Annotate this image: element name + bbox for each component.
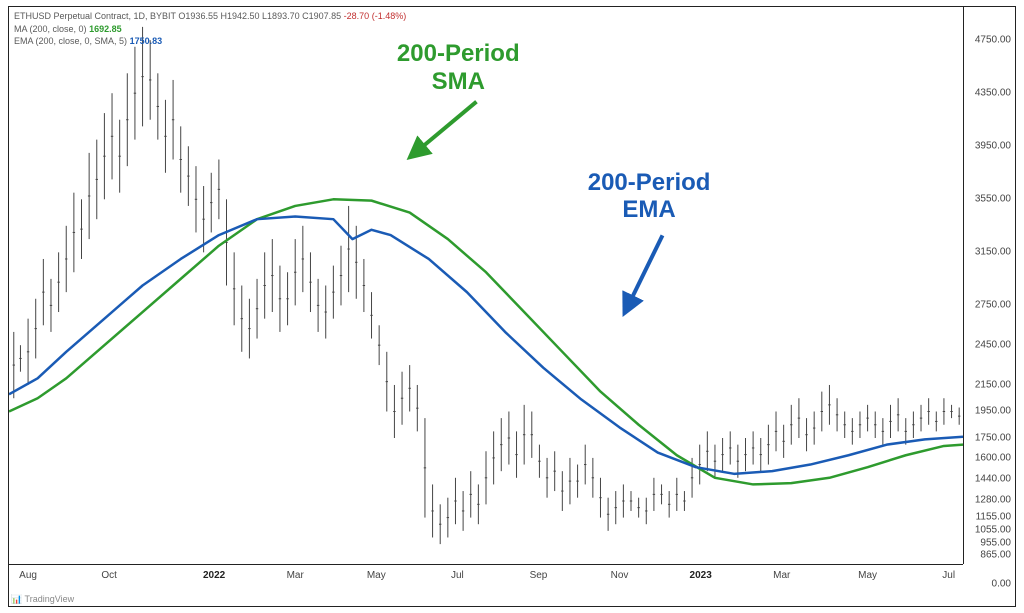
close-val: C1907.85 — [302, 11, 341, 21]
ohlc-line: ETHUSD Perpetual Contract, 1D, BYBIT O19… — [14, 10, 406, 23]
x-axis: Aug Oct 2022 Mar May Jul Sep Nov 2023 Mar May Jul — [9, 564, 963, 592]
change-pct: (-1.48%) — [372, 11, 407, 21]
open-val: O1936.55 — [178, 11, 218, 21]
y-axis: 0.00 4750.004350.003950.003550.003150.00… — [963, 7, 1015, 564]
y-tick: 1280.00 — [975, 495, 1011, 506]
chart-svg — [9, 7, 963, 564]
x-tick: 2023 — [690, 570, 712, 581]
y-tick: 3550.00 — [975, 194, 1011, 205]
x-tick: May — [858, 570, 877, 581]
y-zero-label: 0.00 — [992, 579, 1011, 590]
ticker-name: ETHUSD Perpetual Contract, 1D, BYBIT — [14, 11, 176, 21]
y-tick: 1750.00 — [975, 433, 1011, 444]
y-tick: 4750.00 — [975, 35, 1011, 46]
tradingview-footer: 📊 TradingView — [11, 594, 74, 605]
ma-label: MA (200, close, 0) — [14, 24, 87, 34]
y-tick: 1155.00 — [976, 511, 1011, 522]
low-val: L1893.70 — [262, 11, 300, 21]
y-tick: 865.00 — [980, 550, 1011, 561]
ema-line: EMA (200, close, 0, SMA, 5) 1750.83 — [14, 35, 406, 48]
y-tick: 1055.00 — [975, 525, 1011, 536]
y-tick: 1950.00 — [975, 406, 1011, 417]
ticker-header: ETHUSD Perpetual Contract, 1D, BYBIT O19… — [14, 10, 406, 48]
x-tick: Jul — [451, 570, 464, 581]
change-val: -28.70 — [344, 11, 370, 21]
ema-label: EMA (200, close, 0, SMA, 5) — [14, 36, 127, 46]
y-tick: 4350.00 — [975, 88, 1011, 99]
ma-line: MA (200, close, 0) 1692.85 — [14, 23, 406, 36]
y-tick: 3150.00 — [975, 247, 1011, 258]
x-tick: Mar — [287, 570, 304, 581]
chart-container: ETHUSD Perpetual Contract, 1D, BYBIT O19… — [8, 6, 1016, 607]
x-tick: Jul — [942, 570, 955, 581]
y-tick: 955.00 — [980, 538, 1011, 549]
y-tick: 2450.00 — [975, 340, 1011, 351]
ema-value: 1750.83 — [130, 36, 163, 46]
ma-value: 1692.85 — [89, 24, 122, 34]
high-val: H1942.50 — [220, 11, 259, 21]
x-tick: May — [367, 570, 386, 581]
y-tick: 3950.00 — [975, 141, 1011, 152]
x-tick: Oct — [101, 570, 117, 581]
x-tick: Mar — [773, 570, 790, 581]
y-tick: 2750.00 — [975, 300, 1011, 311]
plot-area[interactable] — [9, 7, 963, 564]
y-tick: 1440.00 — [975, 474, 1011, 485]
x-tick: Aug — [19, 570, 37, 581]
x-tick: Sep — [530, 570, 548, 581]
y-tick: 2150.00 — [975, 379, 1011, 390]
y-tick: 1600.00 — [975, 452, 1011, 463]
x-tick: 2022 — [203, 570, 225, 581]
x-tick: Nov — [611, 570, 629, 581]
